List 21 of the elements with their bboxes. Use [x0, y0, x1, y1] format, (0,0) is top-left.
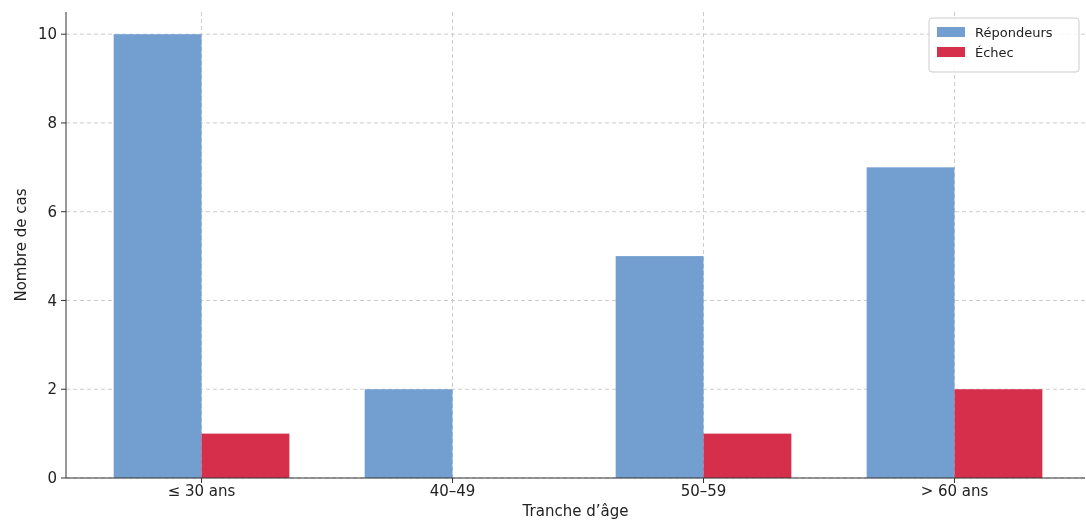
- y-tick-label: 6: [47, 202, 57, 221]
- y-axis-title: Nombre de cas: [12, 188, 30, 302]
- legend-label: Répondeurs: [975, 24, 1053, 40]
- y-tick-label: 2: [47, 380, 57, 399]
- y-tick-label: 4: [47, 291, 57, 310]
- y-tick-label: 10: [37, 25, 57, 44]
- y-tick-label: 0: [47, 469, 57, 488]
- bar: [954, 389, 1043, 478]
- x-tick-label: ≤ 30 ans: [167, 482, 236, 500]
- bar: [866, 167, 955, 478]
- bar: [615, 256, 704, 478]
- x-tick-label: 40–49: [429, 482, 476, 500]
- x-tick-label: 50–59: [680, 482, 727, 500]
- x-tick-label: > 60 ans: [920, 482, 989, 500]
- y-tick-label: 8: [47, 114, 57, 133]
- legend-label: Échec: [975, 44, 1014, 60]
- bar: [703, 433, 792, 478]
- bar: [364, 389, 453, 478]
- x-axis-title: Tranche d’âge: [521, 502, 629, 520]
- bar: [201, 433, 290, 478]
- bar: [113, 34, 202, 478]
